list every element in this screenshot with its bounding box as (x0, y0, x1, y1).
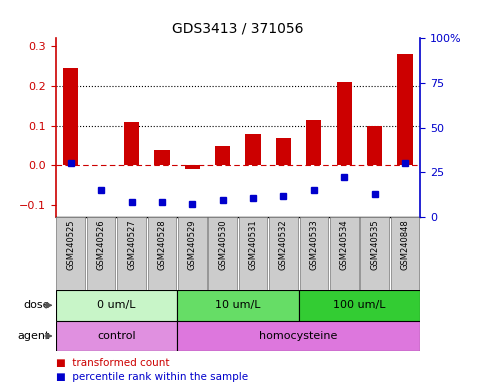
Bar (239, 217, 268, 290)
Text: control: control (97, 331, 136, 341)
Text: GSM240532: GSM240532 (279, 219, 288, 270)
Text: GSM240525: GSM240525 (66, 219, 75, 270)
Bar (177, 290, 298, 321)
Text: 0 um/L: 0 um/L (97, 300, 136, 310)
Bar (276, 137, 291, 166)
Bar (269, 217, 298, 290)
Text: 10 um/L: 10 um/L (215, 300, 261, 310)
Bar (299, 217, 328, 290)
Bar (337, 82, 352, 166)
Bar (367, 126, 382, 166)
Bar (178, 217, 207, 290)
Bar (391, 217, 419, 290)
Bar (208, 217, 237, 290)
Text: GSM240534: GSM240534 (340, 219, 349, 270)
Bar (330, 217, 358, 290)
Bar (124, 122, 139, 166)
Text: GSM240530: GSM240530 (218, 219, 227, 270)
Text: ■  percentile rank within the sample: ■ percentile rank within the sample (56, 372, 248, 382)
Bar (306, 120, 322, 166)
Text: GSM240527: GSM240527 (127, 219, 136, 270)
Title: GDS3413 / 371056: GDS3413 / 371056 (172, 22, 304, 36)
Text: GSM240535: GSM240535 (370, 219, 379, 270)
Text: dose: dose (23, 300, 49, 310)
Text: GSM240526: GSM240526 (97, 219, 106, 270)
Bar (185, 166, 200, 169)
Text: GSM240531: GSM240531 (249, 219, 257, 270)
Text: GSM240533: GSM240533 (309, 219, 318, 270)
Bar (148, 217, 176, 290)
Text: GSM240529: GSM240529 (188, 219, 197, 270)
Text: ■  transformed count: ■ transformed count (56, 358, 169, 368)
Bar (215, 146, 230, 166)
Bar (63, 68, 78, 166)
Bar (177, 321, 420, 351)
Text: GSM240528: GSM240528 (157, 219, 167, 270)
Bar (56, 321, 177, 351)
Bar (57, 217, 85, 290)
Bar (360, 217, 389, 290)
Text: GSM240848: GSM240848 (400, 219, 410, 270)
Bar (56, 290, 177, 321)
Bar (245, 134, 261, 166)
Text: homocysteine: homocysteine (259, 331, 338, 341)
Bar (298, 290, 420, 321)
Bar (154, 149, 170, 166)
Bar (87, 217, 115, 290)
Bar (117, 217, 146, 290)
Bar (398, 54, 412, 166)
Text: 100 um/L: 100 um/L (333, 300, 386, 310)
Text: agent: agent (17, 331, 49, 341)
